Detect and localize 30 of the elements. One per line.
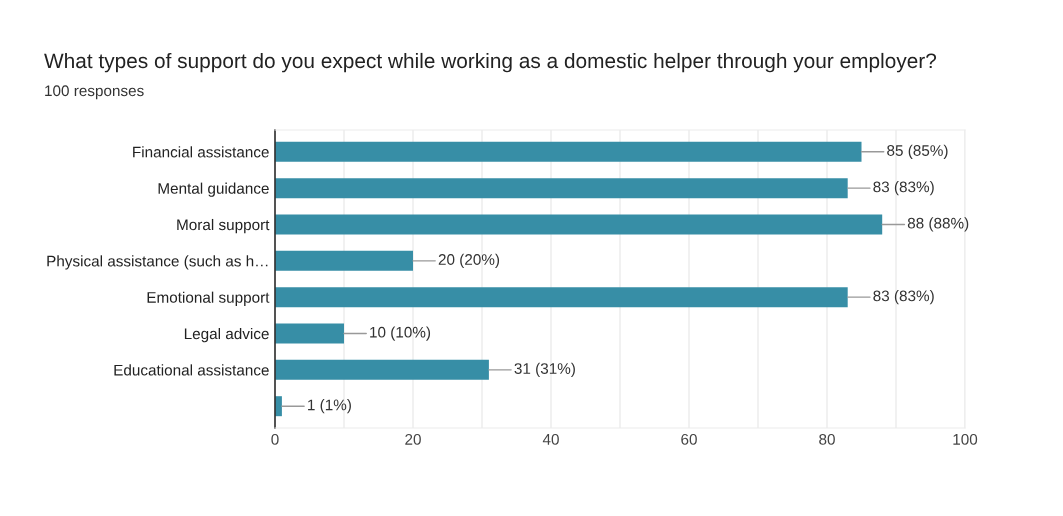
y-tick-label: Legal advice <box>184 327 269 343</box>
bar <box>275 359 489 380</box>
x-tick-label: 0 <box>271 433 279 445</box>
x-tick-label: 60 <box>681 433 697 445</box>
bar <box>275 287 848 308</box>
text: 100 responses <box>45 85 144 100</box>
y-tick-label: Emotional support <box>147 291 270 306</box>
data-label: 31 (31%) <box>514 362 575 377</box>
chart-title: What types of support do you expect while working as a domestic helper through your employer? <box>44 52 937 73</box>
data-label: 1 (1%) <box>308 399 351 414</box>
x-tick-label: 20 <box>405 433 421 445</box>
x-tick-label: 100 <box>953 433 978 445</box>
y-tick-label: Financial assistance <box>133 146 269 158</box>
data-label: 83 (83%) <box>873 290 934 305</box>
y-tick-label: Mental guidance <box>158 182 269 197</box>
y-tick-label: Moral support <box>177 218 270 234</box>
y-tick-label: Physical assistance (such as h… <box>47 255 268 270</box>
data-label: 85 (85%) <box>887 144 948 159</box>
data-label: 83 (83%) <box>873 181 934 196</box>
bar <box>275 178 848 199</box>
bar <box>275 214 883 235</box>
x-tick-label: 80 <box>819 433 835 445</box>
x-tick-label: 40 <box>542 433 559 445</box>
bar <box>275 250 413 271</box>
data-label: 88 (88%) <box>907 217 969 232</box>
data-label: 10 (10%) <box>370 326 431 341</box>
data-label: 20 (20%) <box>438 253 500 268</box>
y-tick-label: Educational assistance <box>114 364 269 376</box>
bar <box>275 141 862 162</box>
bar <box>275 323 344 344</box>
